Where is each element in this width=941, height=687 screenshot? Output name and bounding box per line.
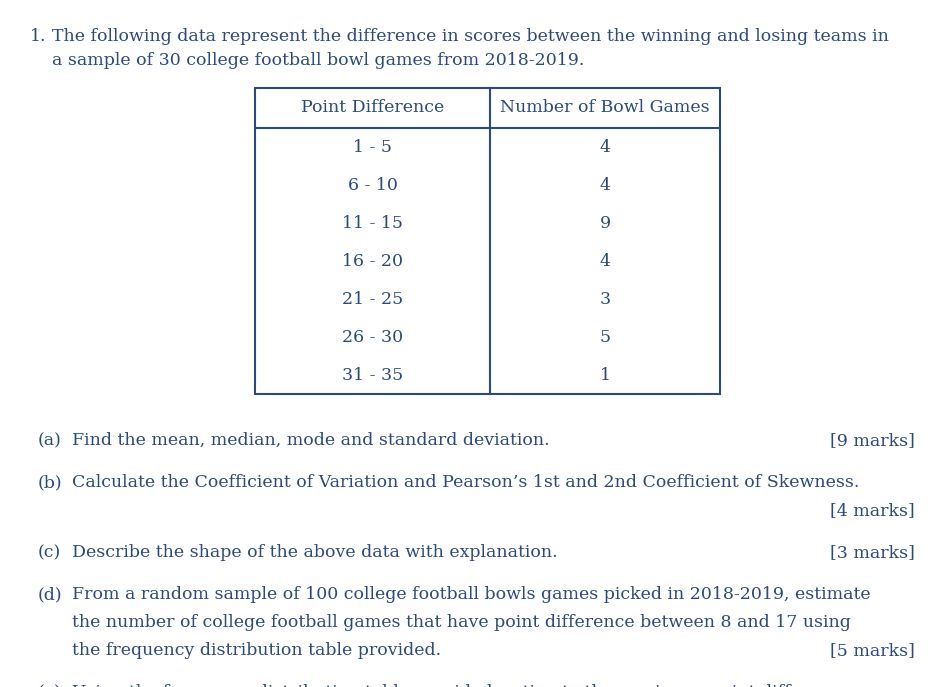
Text: a sample of 30 college football bowl games from 2018-2019.: a sample of 30 college football bowl gam… (52, 52, 584, 69)
Text: 21 - 25: 21 - 25 (342, 291, 403, 308)
Text: (c): (c) (38, 544, 61, 561)
Text: Number of Bowl Games: Number of Bowl Games (501, 100, 710, 117)
Text: 6 - 10: 6 - 10 (347, 177, 397, 194)
Text: Using the frequency distribution table provided, estimate the maximum point diff: Using the frequency distribution table p… (72, 684, 851, 687)
Text: 5: 5 (599, 328, 611, 346)
Text: (b): (b) (38, 474, 63, 491)
Text: the frequency distribution table provided.: the frequency distribution table provide… (72, 642, 441, 659)
Text: the number of college football games that have point difference between 8 and 17: the number of college football games tha… (72, 614, 851, 631)
Text: 11 - 15: 11 - 15 (342, 214, 403, 232)
Text: Point Difference: Point Difference (301, 100, 444, 117)
Text: 4: 4 (599, 139, 611, 155)
Text: 1 - 5: 1 - 5 (353, 139, 392, 155)
Text: (d): (d) (38, 586, 63, 603)
Text: 4: 4 (599, 177, 611, 194)
Text: [5 marks]: [5 marks] (830, 642, 915, 659)
Text: 9: 9 (599, 214, 611, 232)
Text: [9 marks]: [9 marks] (830, 432, 915, 449)
Bar (255, 88, 720, 394)
Text: 4: 4 (599, 253, 611, 269)
Text: 31 - 35: 31 - 35 (342, 366, 403, 383)
Text: [4 marks]: [4 marks] (830, 502, 915, 519)
Text: 1.: 1. (30, 28, 46, 45)
Text: Find the mean, median, mode and standard deviation.: Find the mean, median, mode and standard… (72, 432, 550, 449)
Text: 26 - 30: 26 - 30 (342, 328, 403, 346)
Text: 3: 3 (599, 291, 611, 308)
Text: 16 - 20: 16 - 20 (342, 253, 403, 269)
Text: Calculate the Coefficient of Variation and Pearson’s 1st and 2nd Coefficient of : Calculate the Coefficient of Variation a… (72, 474, 859, 491)
Text: (a): (a) (38, 432, 62, 449)
Text: [3 marks]: [3 marks] (830, 544, 915, 561)
Text: 1: 1 (599, 366, 611, 383)
Text: (e): (e) (38, 684, 62, 687)
Text: The following data represent the difference in scores between the winning and lo: The following data represent the differe… (52, 28, 889, 45)
Text: From a random sample of 100 college football bowls games picked in 2018-2019, es: From a random sample of 100 college foot… (72, 586, 870, 603)
Text: Describe the shape of the above data with explanation.: Describe the shape of the above data wit… (72, 544, 558, 561)
